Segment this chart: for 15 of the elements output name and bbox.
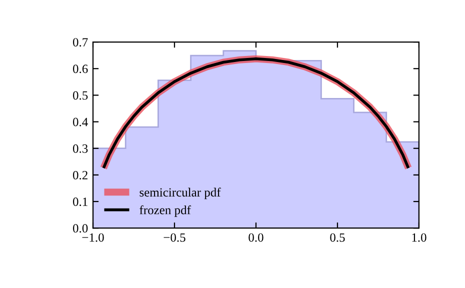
x-tick-label: 1.0 [412, 233, 426, 242]
y-tick-label: 0.6 [72, 64, 88, 74]
x-tick-label: −0.5 [164, 233, 186, 242]
legend-label: semicircular pdf [140, 188, 221, 200]
y-tick-label: 0.5 [72, 91, 88, 100]
y-tick-label: 0.4 [72, 118, 88, 126]
y-tick-label: 0.0 [72, 224, 88, 233]
x-tick-label: 0.5 [330, 233, 345, 242]
y-tick-label: 0.3 [72, 144, 88, 153]
x-tick-label: −1.0 [82, 233, 104, 242]
y-tick-label: 0.1 [72, 198, 88, 206]
x-tick-label: 0.0 [248, 233, 264, 242]
legend-label: frozen pdf [140, 205, 191, 217]
y-tick-label: 0.2 [72, 170, 88, 180]
y-tick-label: 0.7 [72, 38, 88, 47]
